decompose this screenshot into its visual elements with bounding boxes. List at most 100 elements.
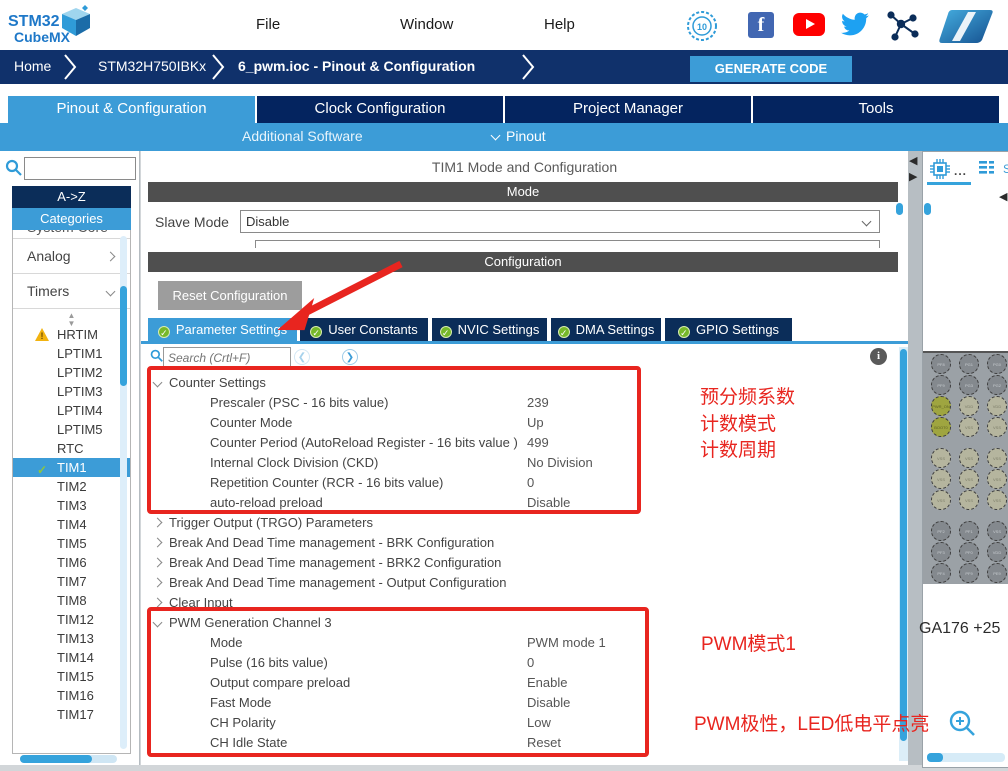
parameter-search-input[interactable] [163, 347, 291, 368]
youtube-icon[interactable] [793, 13, 825, 36]
tree-param-counter-period-autoreload-register-16-bits-value[interactable]: Counter Period (AutoReload Register - 16… [141, 432, 899, 452]
sidebar-search-input[interactable] [24, 157, 136, 180]
sidebar-item-tim13[interactable]: TIM13 [13, 629, 130, 648]
pin-ball-vss[interactable]: VSS [987, 521, 1007, 541]
sidebar-item-rtc[interactable]: RTC [13, 439, 130, 458]
panel-divider[interactable]: ◀ ▶ [908, 151, 922, 765]
pin-ball-pg2[interactable]: PG2 [987, 375, 1007, 395]
tree-param-prescaler-psc-16-bits-value[interactable]: Prescaler (PSC - 16 bits value) 239 [141, 392, 899, 412]
tree-param-output-compare-preload[interactable]: Output compare preload Enable [141, 672, 899, 692]
menu-file[interactable]: File [256, 16, 281, 33]
sidebar-item-tim16[interactable]: TIM16 [13, 686, 130, 705]
pin-ball-vss[interactable]: VSS [959, 448, 979, 468]
param-value[interactable]: Up [527, 415, 544, 430]
param-value[interactable]: 499 [527, 435, 549, 450]
sidebar-item-tim6[interactable]: TIM6 [13, 553, 130, 572]
pin-ball-pf1[interactable]: PF1 [959, 521, 979, 541]
additional-software-button[interactable]: Additional Software [242, 128, 363, 144]
config-tab-dma-settings[interactable]: ✓ DMA Settings [551, 318, 661, 341]
tab-tools[interactable]: Tools [753, 96, 999, 123]
config-tab-parameter-settings[interactable]: ✓ Parameter Settings [148, 318, 297, 341]
tree-group-break-and-dead-time-management-brk-configuration[interactable]: Break And Dead Time management - BRK Con… [141, 532, 899, 552]
scrollbar-thumb[interactable] [900, 349, 907, 741]
breadcrumb-item-stm32h750ibkx[interactable]: STM32H750IBKx [98, 58, 207, 74]
pin-ball-pg3[interactable]: PG3 [959, 375, 979, 395]
sidebar-group-timers[interactable]: Timers [13, 274, 130, 309]
sidebar-item-tim8[interactable]: TIM8 [13, 591, 130, 610]
param-value[interactable]: Disable [527, 495, 571, 510]
sidebar-item-tim17[interactable]: TIM17 [13, 705, 130, 724]
pinout-dropdown[interactable]: Pinout [490, 128, 546, 144]
tab-clock-configuration[interactable]: Clock Configuration [257, 96, 503, 123]
sort-handle-icon[interactable]: ▲ ▼ [67, 311, 76, 328]
scrollbar-thumb[interactable] [120, 286, 127, 386]
param-value[interactable]: Reset [527, 735, 561, 750]
panel-vertical-scrollbar[interactable] [899, 347, 908, 761]
tab-project-manager[interactable]: Project Manager [505, 96, 751, 123]
tree-param-mode[interactable]: Mode PWM mode 1 [141, 632, 899, 652]
sidebar-item-lptim2[interactable]: LPTIM2 [13, 363, 130, 382]
tree-group-break-and-dead-time-management-brk2-configuration[interactable]: Break And Dead Time management - BRK2 Co… [141, 552, 899, 572]
right-horizontal-scrollbar[interactable] [927, 753, 1005, 762]
sidebar-item-tim15[interactable]: TIM15 [13, 667, 130, 686]
pin-ball-pf3[interactable]: PF3 [931, 542, 951, 562]
mode-scrollbar-thumb[interactable] [896, 203, 903, 215]
pin-ball-vss[interactable]: VSS [959, 417, 979, 437]
tree-param-pulse-16-bits-value[interactable]: Pulse (16 bits value) 0 [141, 652, 899, 672]
menu-window[interactable]: Window [400, 16, 454, 33]
reset-configuration-button[interactable]: Reset Configuration [158, 281, 302, 310]
param-value[interactable]: Enable [527, 675, 568, 690]
info-icon[interactable]: i [870, 348, 887, 365]
pin-ball-pf2[interactable]: PF2 [931, 521, 951, 541]
scrollbar-thumb[interactable] [20, 755, 92, 763]
pin-ball-vss[interactable]: VSS [987, 490, 1007, 510]
sidebar-group-analog[interactable]: Analog [13, 239, 130, 274]
pin-ball-pf9[interactable]: PF9 [931, 375, 951, 395]
tree-group-counter-settings[interactable]: Counter Settings [141, 372, 899, 392]
breadcrumb-item-home[interactable]: Home [14, 58, 52, 74]
param-value[interactable]: 0 [527, 655, 535, 670]
tree-group-break-and-dead-time-management-output-configuration[interactable]: Break And Dead Time management - Output … [141, 572, 899, 592]
twitter-icon[interactable] [840, 10, 870, 38]
pin-ball-vdd[interactable]: VDD [987, 396, 1007, 416]
list-view-icon[interactable] [979, 160, 999, 178]
sidebar-item-tim2[interactable]: TIM2 [13, 477, 130, 496]
slave-mode-select[interactable]: Disable [240, 210, 880, 233]
generate-code-button[interactable]: GENERATE CODE [690, 56, 852, 82]
pin-ball-vdd[interactable]: VDD [987, 542, 1007, 562]
sidebar-item-lptim3[interactable]: LPTIM3 [13, 382, 130, 401]
sidebar-item-tim12[interactable]: TIM12 [13, 610, 130, 629]
param-value[interactable]: Low [527, 715, 551, 730]
expand-right-icon[interactable]: ▶ [909, 171, 918, 183]
tree-param-counter-mode[interactable]: Counter Mode Up [141, 412, 899, 432]
sidebar-horizontal-scrollbar[interactable] [20, 755, 117, 763]
pin-ball-pf9[interactable]: PF9 [959, 563, 979, 583]
breadcrumb-item-6-pwm-ioc-pinout-configuration[interactable]: 6_pwm.ioc - Pinout & Configuration [238, 58, 476, 74]
pin-ball-pg1[interactable]: PG1 [959, 354, 979, 374]
param-value[interactable]: No Division [527, 455, 593, 470]
sidebar-item-tim14[interactable]: TIM14 [13, 648, 130, 667]
sidebar-vertical-scrollbar[interactable] [120, 236, 127, 749]
pin-ball-vss[interactable]: VSS [959, 490, 979, 510]
param-value[interactable]: PWM mode 1 [527, 635, 606, 650]
pin-ball-vss[interactable]: VSS [987, 417, 1007, 437]
pin-ball-pe9[interactable]: PE9 [987, 563, 1007, 583]
pin-ball-vss[interactable]: VSS [987, 469, 1007, 489]
pin-ball-vss[interactable]: VSS [931, 469, 951, 489]
pin-ball-vss[interactable]: VSS [931, 490, 951, 510]
scrollbar-thumb[interactable] [927, 753, 943, 762]
pin-ball-vdd[interactable]: VDD [959, 396, 979, 416]
tree-param-fast-mode[interactable]: Fast Mode Disable [141, 692, 899, 712]
param-value[interactable]: Disable [527, 695, 571, 710]
sidebar-item-lptim1[interactable]: LPTIM1 [13, 344, 130, 363]
tree-group-clear-input[interactable]: Clear Input [141, 592, 899, 612]
tree-param-ch-idle-state[interactable]: CH Idle State Reset [141, 732, 899, 752]
sidebar-item-tim5[interactable]: TIM5 [13, 534, 130, 553]
pin-ball-boot0[interactable]: BOOT0 [931, 417, 951, 437]
tree-group-pwm-generation-channel-3[interactable]: PWM Generation Channel 3 [141, 612, 899, 632]
tab-pinout-configuration[interactable]: Pinout & Configuration [8, 96, 255, 123]
sidebar-item-tim4[interactable]: TIM4 [13, 515, 130, 534]
param-value[interactable]: 0 [527, 475, 535, 490]
tree-param-auto-reload-preload[interactable]: auto-reload preload Disable [141, 492, 899, 512]
pin-ball-pf0[interactable]: PF0 [959, 542, 979, 562]
